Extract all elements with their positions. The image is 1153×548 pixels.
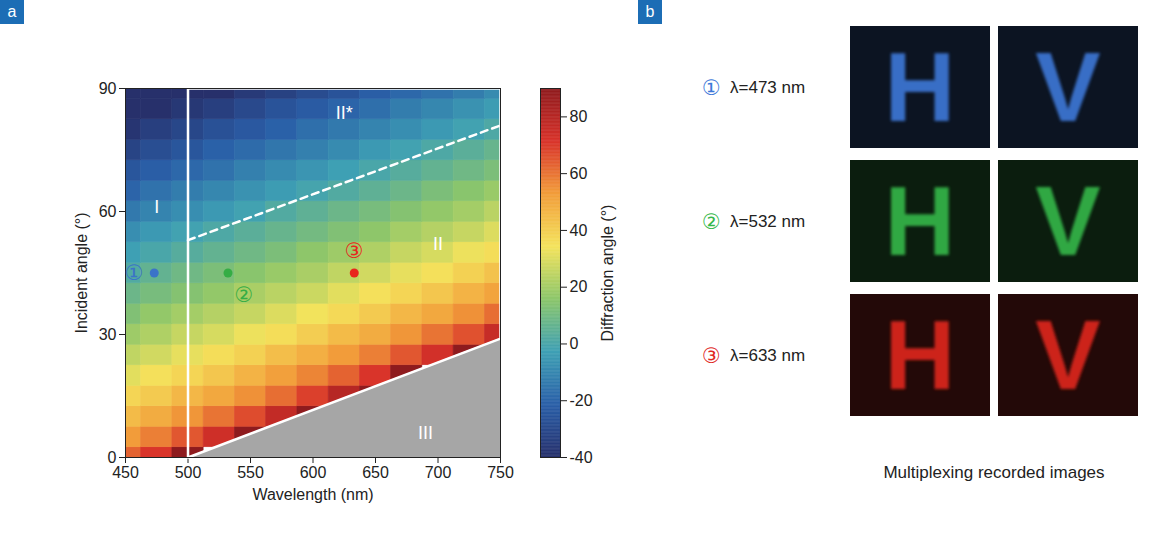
svg-text:λ=633 nm: λ=633 nm: [730, 346, 805, 365]
svg-text:700: 700: [425, 464, 452, 481]
svg-text:750: 750: [487, 464, 514, 481]
svg-text:λ=532 nm: λ=532 nm: [730, 212, 805, 231]
svg-text:Incident angle (°): Incident angle (°): [73, 212, 90, 333]
svg-text:30: 30: [99, 326, 117, 343]
svg-text:V: V: [1035, 300, 1100, 410]
svg-text:Diffraction angle (°): Diffraction angle (°): [599, 205, 616, 342]
svg-text:λ=473 nm: λ=473 nm: [730, 78, 805, 97]
html-text:b: b: [645, 3, 655, 20]
svg-text:H: H: [885, 166, 956, 276]
svg-text:V: V: [1035, 32, 1100, 142]
svg-text:Wavelength (nm): Wavelength (nm): [252, 486, 373, 503]
svg-text:450: 450: [112, 464, 139, 481]
svg-text:20: 20: [570, 278, 588, 295]
svg-text:V: V: [1035, 166, 1100, 276]
svg-text:-40: -40: [570, 449, 593, 466]
svg-text:Multiplexing recorded images: Multiplexing recorded images: [883, 463, 1104, 482]
svg-text:550: 550: [237, 464, 264, 481]
svg-text:III: III: [418, 423, 433, 443]
svg-text:③: ③: [702, 344, 721, 367]
svg-text:600: 600: [300, 464, 327, 481]
svg-text:0: 0: [570, 335, 579, 352]
svg-text:-20: -20: [570, 392, 593, 409]
svg-text:②: ②: [235, 283, 254, 306]
svg-text:H: H: [885, 32, 956, 142]
svg-text:II: II: [433, 234, 443, 254]
svg-text:60: 60: [570, 165, 588, 182]
svg-text:II*: II*: [336, 103, 353, 123]
svg-text:90: 90: [99, 80, 117, 97]
svg-text:③: ③: [345, 239, 364, 262]
svg-text:500: 500: [175, 464, 202, 481]
svg-text:②: ②: [702, 210, 721, 233]
svg-text:80: 80: [570, 108, 588, 125]
svg-text:①: ①: [702, 76, 721, 99]
svg-text:H: H: [885, 300, 956, 410]
svg-text:40: 40: [570, 222, 588, 239]
svg-text:①: ①: [125, 261, 144, 284]
svg-text:60: 60: [99, 203, 117, 220]
svg-text:I: I: [154, 197, 159, 217]
svg-text:650: 650: [362, 464, 389, 481]
svg-text:0: 0: [107, 448, 117, 466]
html-text:a: a: [7, 3, 17, 20]
